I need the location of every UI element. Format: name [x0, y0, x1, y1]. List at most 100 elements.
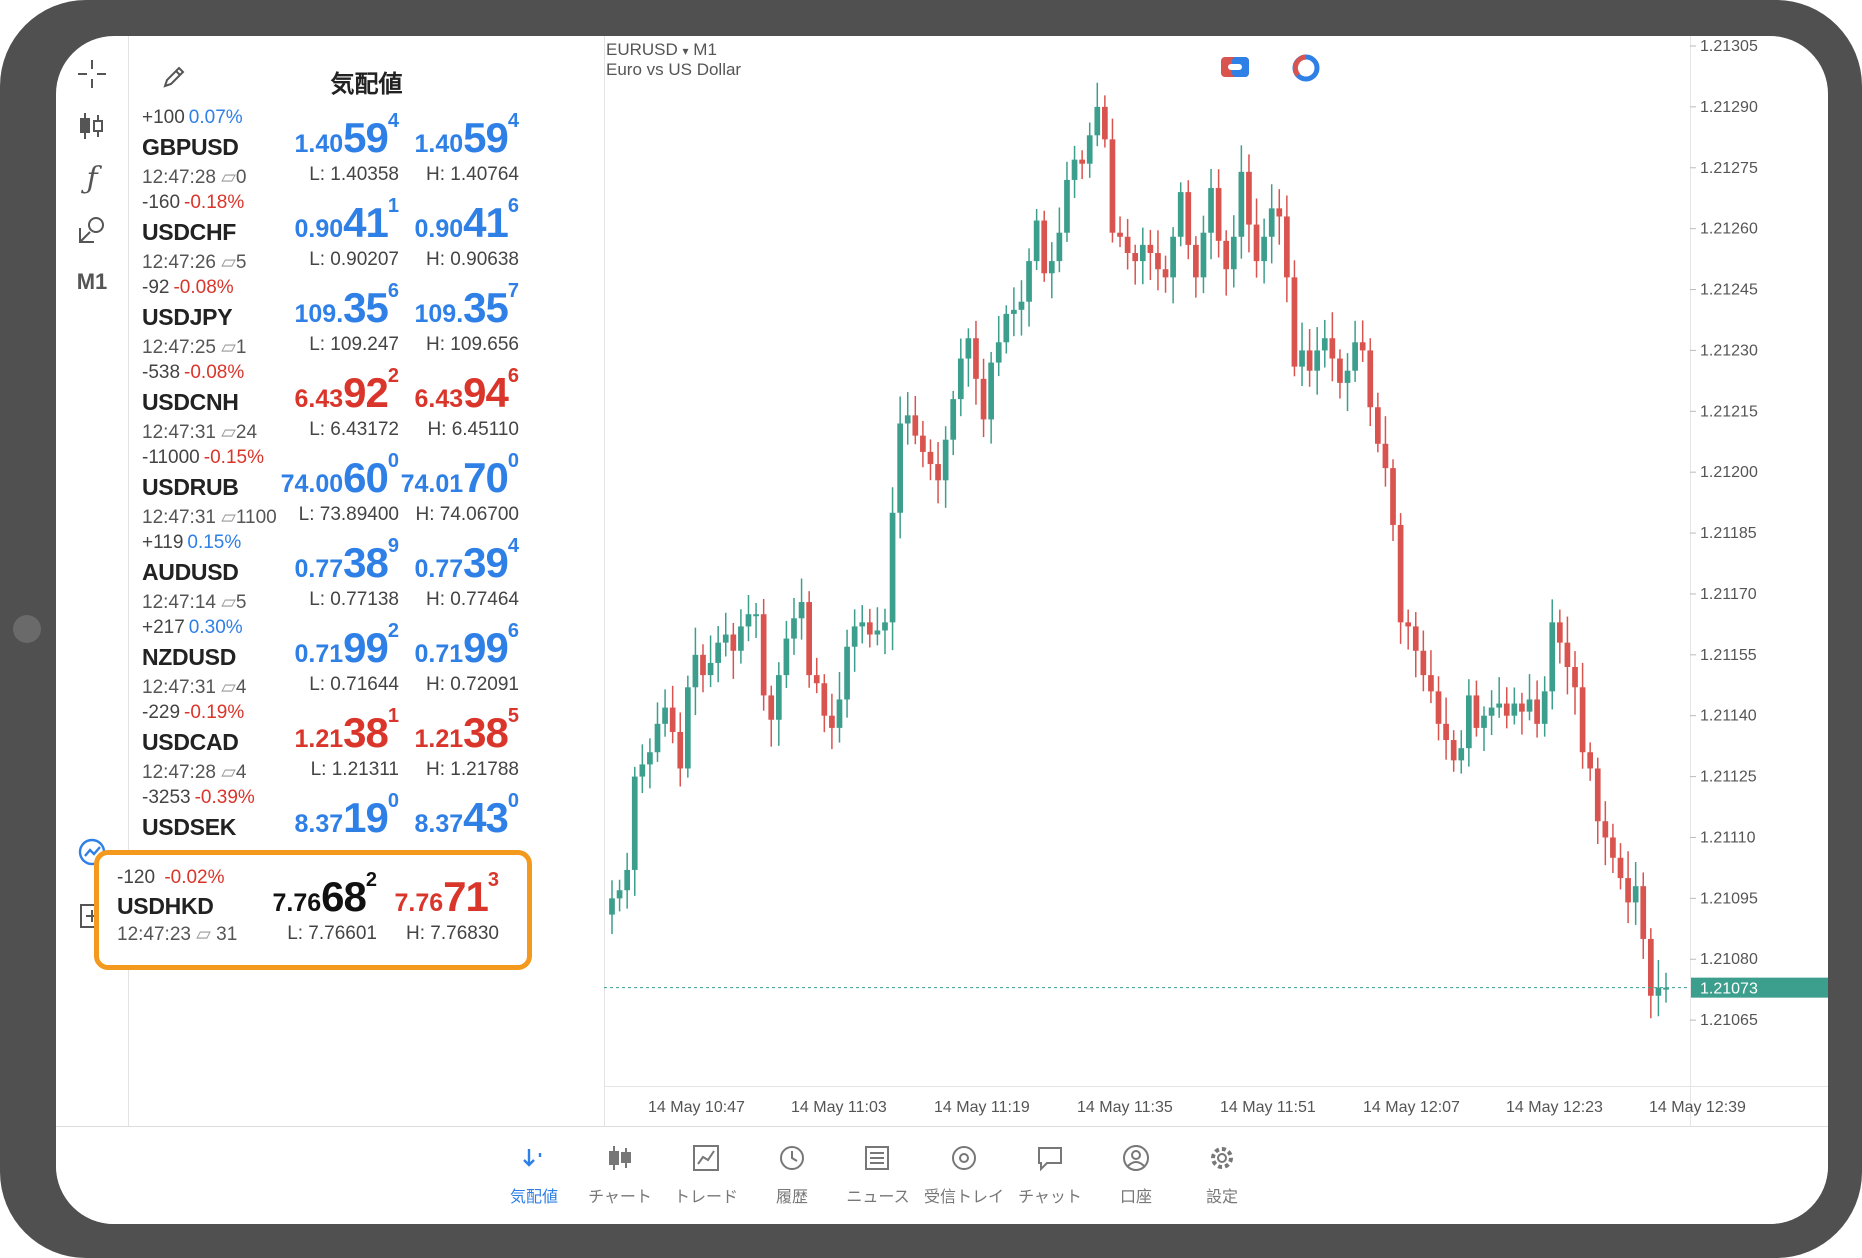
- candle: [1124, 218, 1131, 270]
- change-points: -3253: [142, 787, 191, 808]
- edit-icon[interactable]: [161, 64, 187, 95]
- candle: [1337, 349, 1343, 399]
- candle: [950, 390, 957, 456]
- candle: [920, 420, 926, 468]
- bid-price: 109.356: [199, 280, 399, 332]
- time-value: 12:47:28: [142, 167, 216, 188]
- candle-body: [1223, 240, 1230, 270]
- candle: [1511, 687, 1518, 725]
- change-percent: 0.15%: [187, 532, 242, 553]
- candle-body: [874, 630, 881, 635]
- timeframe-button[interactable]: M1: [76, 269, 108, 294]
- candle: [1375, 392, 1381, 453]
- candle: [616, 879, 623, 912]
- spread-icon: ⏥: [196, 924, 211, 945]
- chart-area[interactable]: EURUSD ▾ M1 Euro vs US Dollar 1.21305 1.2…: [604, 36, 1828, 1126]
- objects-icon[interactable]: [68, 206, 116, 254]
- candlestick-chart[interactable]: 1.21305 1.21290 1.21275 1.21260 1.21245 1.212…: [604, 36, 1828, 1126]
- candle-body: [851, 626, 858, 647]
- candle: [965, 328, 972, 387]
- nav-item[interactable]: 履歴: [744, 1135, 840, 1215]
- candle-body: [950, 399, 957, 440]
- nav-item[interactable]: 受信トレイ: [916, 1135, 1012, 1215]
- spread-value: 24: [235, 422, 258, 443]
- candle-body: [866, 622, 873, 635]
- candle: [1526, 674, 1533, 721]
- symbol-dropdown-icon[interactable]: ▾: [682, 44, 689, 58]
- nav-item[interactable]: チャット: [1002, 1135, 1098, 1215]
- ask-price: 0.71996: [319, 620, 519, 672]
- quote-change: +217 0.30%: [142, 617, 243, 639]
- candle: [1466, 679, 1472, 767]
- nav-label: 気配値: [509, 1189, 558, 1206]
- quote-row[interactable]: -3253 -0.39% USDSEK 8.37190 8.37430: [129, 780, 604, 881]
- quotes-title: 気配値: [330, 71, 403, 98]
- crosshair-icon[interactable]: [68, 50, 116, 98]
- quote-row[interactable]: +217 0.30% NZDUSD 12:47:31 ⏥4 0.71992 0.71996…: [129, 610, 604, 711]
- candle: [609, 880, 615, 935]
- candle: [1556, 609, 1563, 664]
- quote-row[interactable]: -11000 -0.15% USDRUB 12:47:31 ⏥1100 74.00600…: [129, 440, 604, 541]
- nav-item[interactable]: ニュース: [830, 1135, 926, 1215]
- y-tick-label: 1.21125: [1700, 769, 1757, 786]
- change-percent: -0.08%: [173, 277, 234, 298]
- quote-row[interactable]: -538 -0.08% USDCNH 12:47:31 ⏥24 6.43922 6.439…: [129, 355, 604, 456]
- quote-row[interactable]: +100 0.07% GBPUSD 12:47:28 ⏥0 1.40594 1.40594…: [129, 100, 604, 201]
- candle: [1443, 697, 1449, 760]
- indicator-icon[interactable]: ƒ: [86, 160, 98, 196]
- candle: [707, 635, 714, 688]
- spread-value: 4: [235, 762, 247, 783]
- quote-change: -11000 -0.15%: [142, 447, 264, 469]
- nav-item[interactable]: チャート: [572, 1135, 668, 1215]
- candle: [889, 487, 896, 651]
- candle-body: [1011, 309, 1017, 314]
- y-tick-label: 1.21185: [1700, 525, 1757, 542]
- quote-row[interactable]: -160 -0.18% USDCHF 12:47:26 ⏥5 0.90411 0.9041…: [129, 185, 604, 286]
- nav-item[interactable]: 設定: [1174, 1135, 1270, 1215]
- nav-item[interactable]: トレード: [658, 1135, 754, 1215]
- candle: [1412, 612, 1419, 678]
- ask-small: 7.76: [394, 889, 444, 917]
- high-value: H: 0.72091: [426, 674, 519, 695]
- candle-body: [1064, 179, 1070, 233]
- candle-body: [813, 675, 820, 684]
- y-tick-label: 1.21215: [1700, 403, 1758, 420]
- quote-symbol: USDHKD: [117, 893, 214, 919]
- candle-body: [1018, 301, 1025, 310]
- quote-row[interactable]: +119 0.15% AUDUSD 12:47:14 ⏥5 0.77389 0.77394…: [129, 525, 604, 626]
- candle: [1230, 215, 1237, 288]
- time-value: 12:47:28: [142, 762, 216, 783]
- ask-small: 1.40: [414, 130, 464, 158]
- y-tick-label: 1.21095: [1700, 890, 1758, 907]
- bid-small: 8.37: [294, 810, 344, 838]
- bid-small: 1.21: [294, 725, 344, 753]
- candle-body: [1564, 642, 1571, 667]
- depth-of-market-icon[interactable]: [1292, 54, 1320, 87]
- nav-item[interactable]: 気配値: [486, 1135, 582, 1215]
- candle: [806, 591, 812, 688]
- candle-body: [1109, 139, 1116, 233]
- candles-icon[interactable]: [68, 102, 116, 150]
- candle: [662, 689, 668, 737]
- high-value: H: 6.45110: [427, 419, 519, 440]
- nav-item[interactable]: 口座: [1088, 1135, 1184, 1215]
- candle-body: [1086, 135, 1093, 164]
- candle: [1647, 928, 1654, 1019]
- candle: [1200, 215, 1207, 294]
- highlighted-quote-row[interactable]: -120 -0.02% USDHKD 12:47:23 ⏥ 31 7.76682…: [94, 850, 532, 970]
- candle: [1003, 305, 1010, 354]
- one-click-trade-icon[interactable]: [1220, 56, 1250, 83]
- candle-body: [692, 654, 699, 688]
- candle: [1102, 95, 1108, 148]
- candle: [1602, 801, 1609, 866]
- candle: [1109, 118, 1116, 243]
- candle-body: [829, 715, 835, 728]
- quote-row[interactable]: -229 -0.19% USDCAD 12:47:28 ⏥4 1.21381 1.2138…: [129, 695, 604, 796]
- candle-body: [859, 622, 866, 627]
- quote-row[interactable]: -92 -0.08% USDJPY 12:47:25 ⏥1 109.356 109.357…: [129, 270, 604, 371]
- candle-body: [1071, 159, 1078, 180]
- bid-small: 1.40: [294, 130, 344, 158]
- ask-small: 1.21: [414, 725, 464, 753]
- candle: [1193, 236, 1199, 298]
- candle-body: [631, 776, 638, 870]
